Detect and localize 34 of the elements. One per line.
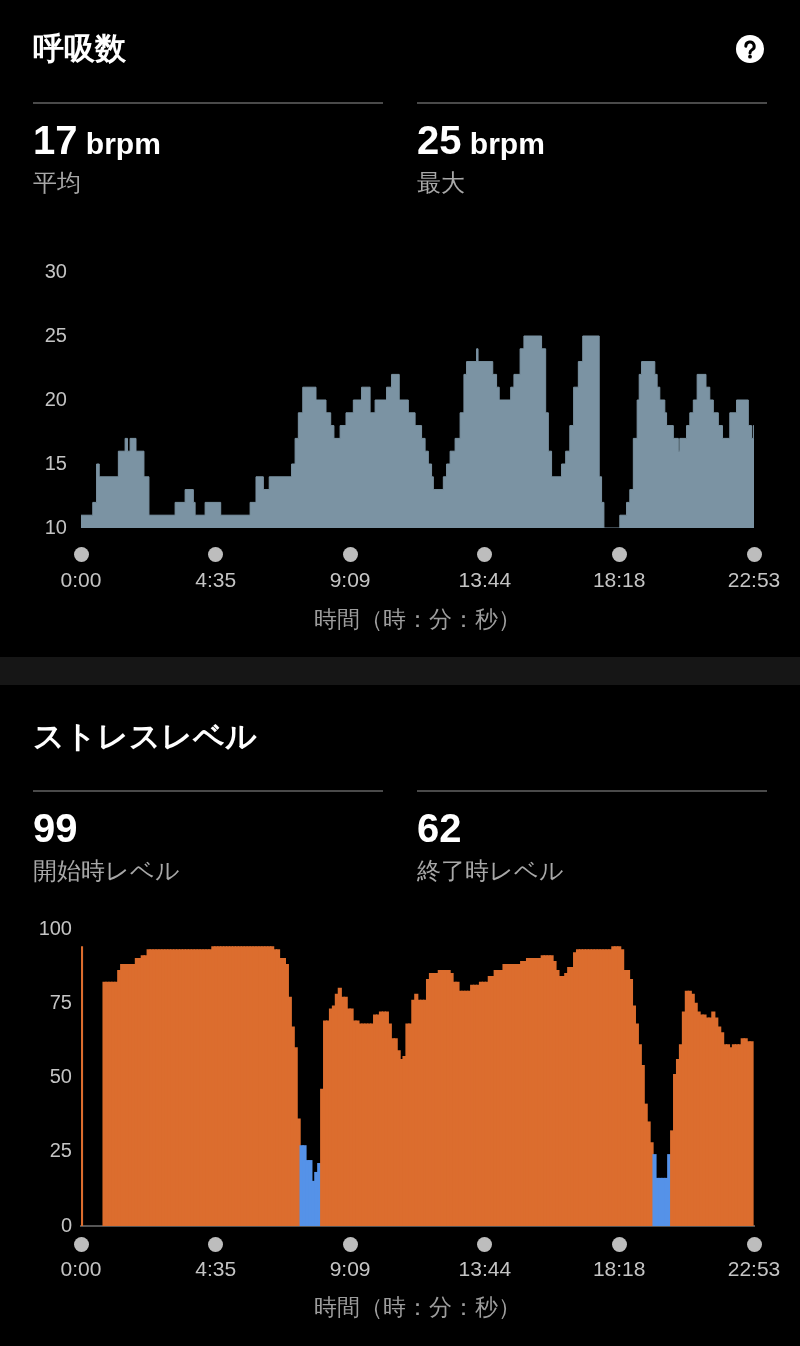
x-tick-label: 13:44 — [458, 1257, 512, 1281]
text: 最大 — [417, 169, 465, 197]
y-tick-label: 30 — [44, 259, 67, 282]
x-tick-label: 22:53 — [727, 568, 781, 592]
x-tick-label: 18:18 — [592, 568, 646, 592]
x-axis-title: 時間（時：分：秒） — [314, 605, 521, 632]
text: 平均 — [33, 169, 81, 197]
text: 17 brpm — [33, 118, 161, 162]
x-tick-label: 0:00 — [60, 1257, 102, 1281]
y-tick-label: 0 — [60, 1213, 72, 1236]
y-tick-label: 75 — [49, 990, 72, 1013]
text: 99 — [33, 806, 78, 850]
x-tick-label: 9:09 — [329, 1257, 371, 1281]
text: 終了時レベル — [417, 857, 564, 885]
chart-title: 呼吸数 — [33, 30, 126, 68]
text: 25 brpm — [417, 118, 545, 162]
y-tick-label: 25 — [49, 1139, 72, 1162]
y-tick-label: 20 — [44, 387, 67, 410]
x-tick-label: 0:00 — [60, 568, 102, 592]
x-tick-label: 4:35 — [195, 1257, 237, 1281]
y-tick-label: 15 — [44, 451, 67, 474]
text: 62 — [417, 806, 462, 850]
chart-title: ストレスレベル — [33, 718, 257, 756]
x-tick-label: 22:53 — [727, 1257, 781, 1281]
x-tick-label: 18:18 — [592, 1257, 646, 1281]
y-tick-label: 100 — [38, 916, 72, 939]
text: 開始時レベル — [33, 857, 180, 885]
x-axis-title: 時間（時：分：秒） — [314, 1293, 521, 1320]
y-tick-label: 25 — [44, 323, 67, 346]
x-tick-label: 4:35 — [195, 568, 237, 592]
x-tick-label: 13:44 — [458, 568, 512, 592]
y-tick-label: 50 — [49, 1065, 72, 1088]
x-tick-label: 9:09 — [329, 568, 371, 592]
y-tick-label: 10 — [44, 515, 67, 538]
